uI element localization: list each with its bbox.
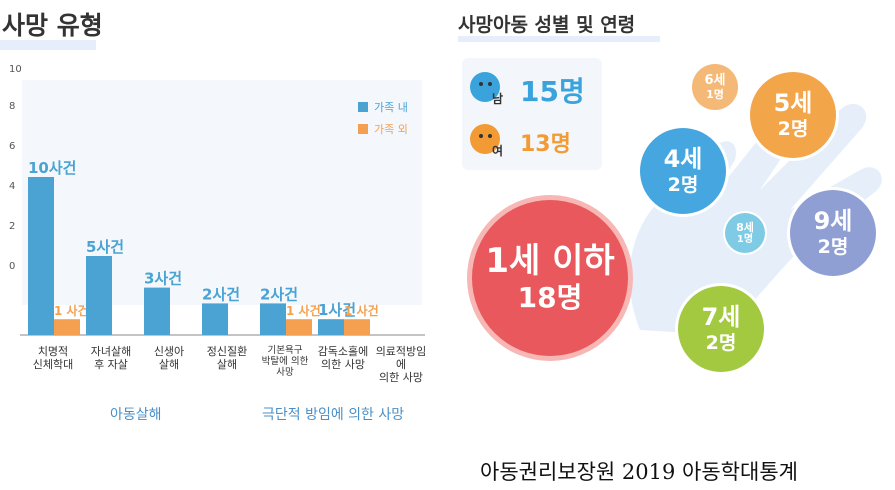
hand-illustration xyxy=(629,91,882,335)
category-label: 정신질환 살해 xyxy=(206,345,248,371)
bar-family-outside xyxy=(54,319,80,335)
data-label-outside: 1 사건 xyxy=(54,303,89,318)
age-bubble-6: 6세 1명 xyxy=(692,64,738,110)
category-label: 의료적방임에 의한 사망 xyxy=(375,345,427,384)
bar-family-inside xyxy=(260,303,286,335)
age-bubble-5: 5세 2명 xyxy=(750,72,836,158)
female-label: 여 xyxy=(492,144,504,158)
y-tick-label: 0 xyxy=(9,261,15,272)
data-label-inside: 5사건 xyxy=(86,238,124,256)
y-tick-label: 2 xyxy=(9,221,15,232)
source-caption: 아동권리보장원 2019 아동학대통계 xyxy=(480,460,798,484)
age-label: 5세 xyxy=(773,89,813,117)
y-tick-label: 4 xyxy=(9,181,15,192)
female-count: 13명 xyxy=(520,132,571,157)
male-face-icon xyxy=(470,72,500,102)
female-face-icon xyxy=(470,124,500,154)
age-label: 7세 xyxy=(701,303,741,331)
left-title-underline xyxy=(0,40,96,50)
group-label-neglect-death: 극단적 방임에 의한 사망 xyxy=(262,407,405,423)
bar-family-outside xyxy=(286,319,312,335)
age-count: 2명 xyxy=(705,332,737,354)
data-label-inside: 3사건 xyxy=(144,270,182,288)
legend-swatch-outside xyxy=(358,124,368,134)
category-label: 치명적 신체학대 xyxy=(32,345,74,371)
category-label: 신생아 살해 xyxy=(153,345,185,371)
gender-panel: 남 15명 여 13명 xyxy=(462,58,602,170)
legend-label-inside: 가족 내 xyxy=(374,101,408,114)
male-label: 남 xyxy=(492,92,504,106)
age-label: 4세 xyxy=(663,145,703,173)
bar-family-inside xyxy=(86,256,112,335)
bar-family-inside xyxy=(318,319,344,335)
male-count: 15명 xyxy=(520,75,585,108)
age-bubble-8: 8세 1명 xyxy=(725,213,765,253)
category-label: 감독소홀에 의한 사망 xyxy=(317,345,369,371)
age-count: 2명 xyxy=(667,174,699,196)
age-count: 18명 xyxy=(517,281,583,314)
bar-family-inside xyxy=(28,177,54,335)
category-label: 자녀살해 후 자살 xyxy=(90,345,132,371)
right-title: 사망아동 성별 및 연령 xyxy=(458,14,636,36)
y-tick-label: 10 xyxy=(9,64,22,75)
bar-family-inside xyxy=(202,303,228,335)
data-label-inside: 2사건 xyxy=(260,285,298,303)
age-bubble-under1: 1세 이하 18명 xyxy=(472,200,628,356)
y-tick-label: 6 xyxy=(9,141,15,152)
age-count: 2명 xyxy=(817,236,849,258)
age-label: 6세 xyxy=(704,73,726,88)
legend-swatch-inside xyxy=(358,102,368,112)
age-bubble-7: 7세 2명 xyxy=(678,286,764,372)
age-label: 8세 xyxy=(736,220,754,234)
left-title: 사망 유형 xyxy=(2,11,103,40)
y-tick-label: 8 xyxy=(9,101,15,112)
age-bubble-4: 4세 2명 xyxy=(640,128,726,214)
plot-background xyxy=(22,80,422,305)
data-label-outside: 1 사건 xyxy=(286,303,321,318)
age-count: 1명 xyxy=(706,88,724,101)
right-title-underline xyxy=(458,36,660,42)
data-label-inside: 2사건 xyxy=(202,285,240,303)
age-bubble-9: 9세 2명 xyxy=(790,190,876,276)
legend-label-outside: 가족 외 xyxy=(374,123,408,136)
age-label: 9세 xyxy=(813,207,853,235)
bar-family-inside xyxy=(144,287,170,335)
category-label: 기본욕구 박탈에 의한 사망 xyxy=(261,345,309,378)
data-label-inside: 1사건 xyxy=(318,301,356,319)
age-count: 1명 xyxy=(736,233,754,245)
age-count: 2명 xyxy=(777,118,809,140)
age-label: 1세 이하 xyxy=(485,241,615,281)
data-label-inside: 10사건 xyxy=(28,159,76,177)
data-label-outside: 1 사건 xyxy=(344,303,379,318)
group-label-child-killing: 아동살해 xyxy=(110,407,162,423)
bar-family-outside xyxy=(344,319,370,335)
